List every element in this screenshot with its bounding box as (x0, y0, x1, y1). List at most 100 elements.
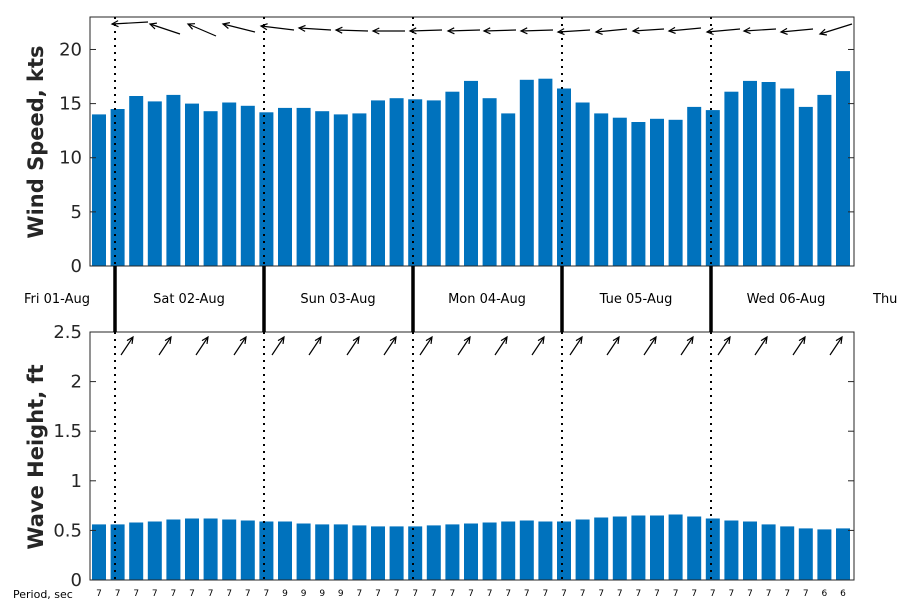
wave-axes-box (89, 331, 855, 581)
wave-height-bar (408, 526, 423, 580)
wind-speed-bar (836, 71, 850, 266)
wave-height-bar (519, 520, 534, 580)
axes (89, 16, 855, 581)
period-label: 7 (431, 589, 437, 599)
day-label: Mon 04-Aug (448, 292, 526, 307)
arrow-head (760, 335, 768, 344)
arrow-head (110, 20, 119, 28)
y-tick-label: 1.5 (53, 421, 82, 442)
wave-direction-arrow (457, 335, 471, 356)
period-label: 7 (394, 589, 400, 599)
wind-speed-bar (650, 118, 664, 266)
arrow-shaft (680, 336, 694, 356)
wave-height-bar (147, 521, 162, 580)
y-tick-label: 0.5 (53, 520, 82, 541)
arrow-shaft (409, 29, 443, 32)
arrow-head (482, 27, 491, 35)
arrow-head (556, 28, 565, 36)
wind-axes-box (89, 16, 855, 267)
wave-height-bar (798, 528, 813, 580)
wind-speed-bar (519, 79, 534, 266)
wave-direction-arrow (120, 335, 134, 356)
period-label: 7 (505, 589, 511, 599)
wave-height-bar (482, 522, 497, 580)
wave-height-bar (92, 524, 106, 580)
wind-speed-bar (612, 117, 627, 266)
arrow-shaft (520, 29, 554, 32)
wind-speed-bar (445, 91, 460, 266)
wave-height-bar (333, 524, 348, 580)
arrow-shaft (149, 23, 181, 35)
period-label: 7 (375, 589, 381, 599)
wave-height-bar (371, 526, 385, 580)
arrow-head (334, 26, 343, 34)
wave-height-bar (110, 524, 125, 580)
wave-height-bar (575, 519, 590, 580)
wave-height-bar (594, 517, 609, 580)
arrow-head (575, 335, 583, 344)
period-label: 9 (338, 589, 344, 599)
period-label: 7 (598, 589, 604, 599)
period-label: 7 (208, 589, 214, 599)
period-label: 7 (96, 589, 102, 599)
wind-direction-arrow (779, 27, 814, 35)
arrow-head (186, 23, 196, 30)
wind-direction-arrow (667, 26, 702, 34)
arrow-head (148, 22, 157, 30)
day-labels: Fri 01-Aug Sat 02-Aug Sun 03-Aug Mon 04-… (24, 292, 897, 307)
wind-speed-bar (389, 98, 404, 266)
period-label: 9 (319, 589, 325, 599)
wave-direction-arrow (792, 335, 806, 356)
wave-direction-arrow (717, 335, 731, 356)
arrow-head (164, 335, 172, 344)
period-label: 7 (245, 589, 251, 599)
wave-direction-arrow (233, 335, 247, 356)
wind-speed-bar (780, 88, 795, 266)
day-label: Wed 06-Aug (747, 292, 826, 307)
period-label: 7 (450, 589, 456, 599)
period-label: 7 (580, 589, 586, 599)
y-tick-label: 2.5 (53, 322, 82, 343)
wave-height-bars (92, 514, 850, 580)
wind-speed-bar (631, 122, 646, 266)
arrow-head (277, 335, 285, 344)
direction-arrows (110, 20, 853, 356)
wave-height-bar (259, 521, 274, 580)
period-label: 7 (487, 589, 493, 599)
arrow-head (686, 335, 694, 344)
y-tick-label: 1 (71, 471, 82, 492)
y-tick-label: 10 (59, 148, 82, 169)
arrow-head (352, 335, 360, 344)
wave-direction-arrow (531, 335, 545, 356)
wind-direction-arrow (110, 20, 149, 28)
wind-speed-bar (668, 119, 683, 266)
day-label: Sun 03-Aug (300, 292, 375, 307)
arrow-shaft (260, 25, 295, 31)
arrow-head (259, 23, 268, 31)
wave-height-bar (426, 525, 441, 580)
period-label: 9 (282, 589, 288, 599)
day-label: Thu (872, 292, 897, 307)
arrow-shaft (595, 28, 628, 33)
wave-height-bar (668, 514, 683, 580)
wind-speed-bar (296, 107, 311, 267)
period-label: 6 (822, 589, 828, 599)
wind-speed-bar (352, 113, 367, 267)
period-label: 7 (524, 589, 530, 599)
arrow-head (742, 27, 751, 35)
arrow-shaft (643, 336, 657, 356)
wave-height-bar (501, 521, 516, 580)
wave-height-bar (185, 518, 199, 580)
period-label: 7 (357, 589, 363, 599)
arrow-head (723, 335, 731, 344)
arrow-shaft (743, 28, 777, 32)
y-tick-label: 5 (71, 202, 82, 223)
arrow-shaft (494, 336, 508, 356)
wave-height-bar (203, 518, 218, 580)
wind-direction-arrow (297, 24, 332, 32)
wind-speed-bar (575, 102, 590, 266)
arrow-head (297, 24, 306, 32)
arrow-shaft (346, 336, 360, 356)
arrow-head (649, 335, 657, 344)
wind-direction-arrow (148, 22, 181, 35)
